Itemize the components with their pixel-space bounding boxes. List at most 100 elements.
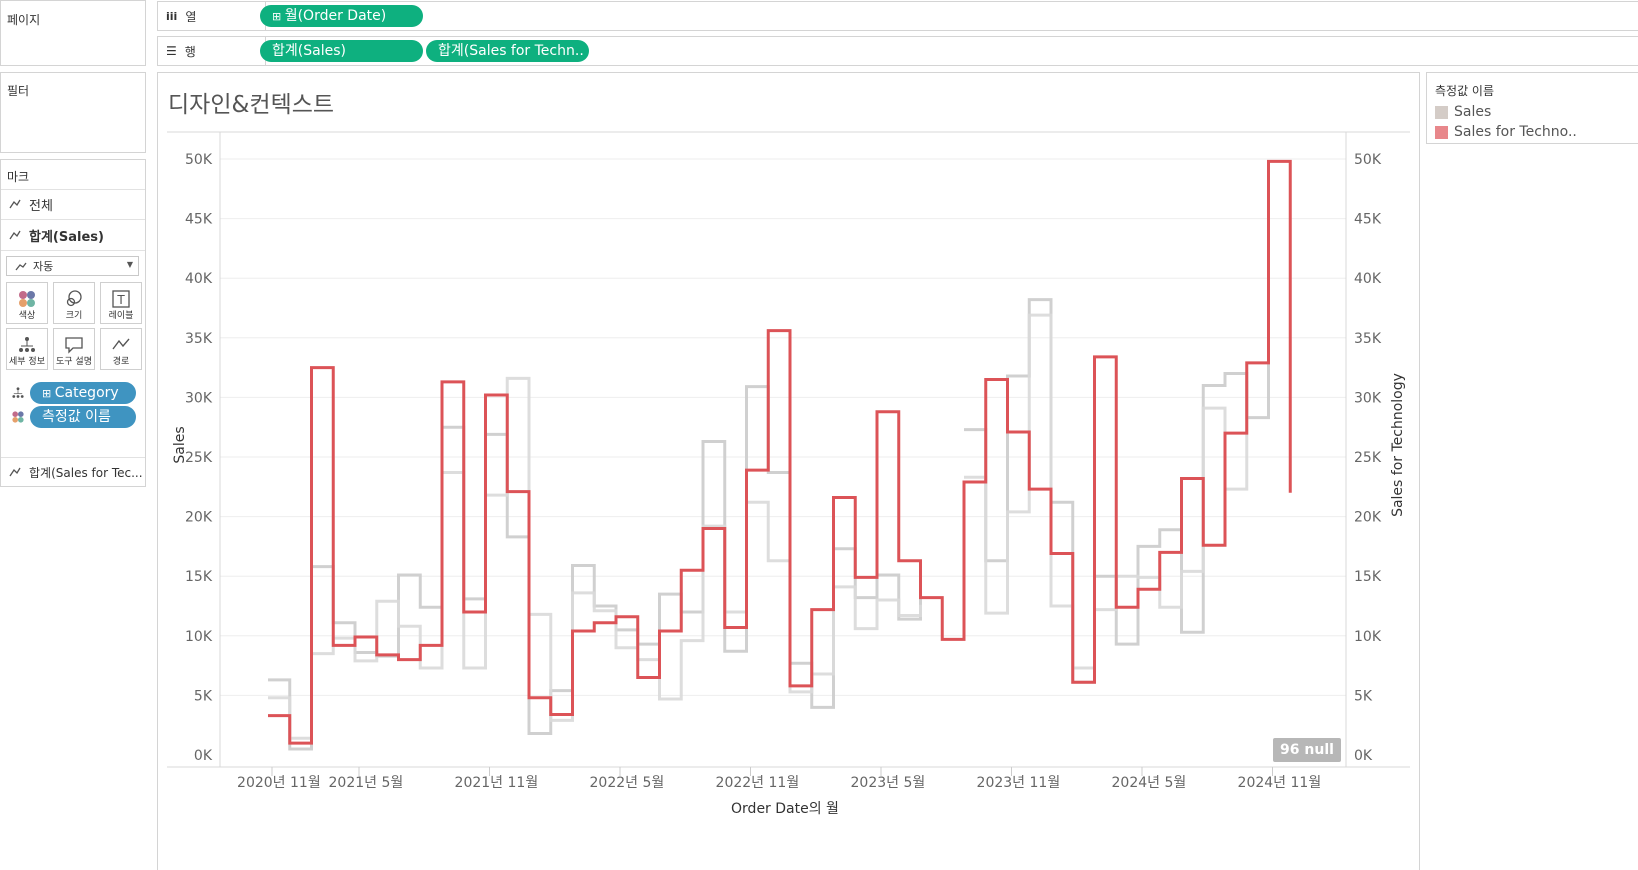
columns-pill-order-date[interactable]: ⊞ 월(Order Date) [260,5,423,27]
columns-icon: iii [166,9,178,23]
line-mark-icon [15,262,27,270]
null-indicator-text: 96 null [1280,742,1334,758]
x-tick-label: 2022년 11월 [716,775,800,791]
detail-tree-icon [12,387,24,398]
gridlines [220,158,1346,696]
expand-plus-icon: ⊞ [42,387,55,400]
y-axis-left-ticks: 0K 5K 10K 15K 20K 25K 30K 35K 40K 45K 50K [185,152,213,764]
legend-item-label: Sales [1454,104,1492,120]
y-tick-label: 45K [185,212,213,228]
expand-plus-icon: ⊞ [272,10,285,23]
rows-list-icon: ☰ [166,44,177,58]
rows-shelf-label-area: ☰ 행 [158,37,266,65]
detail-button-label: 세부 정보 [9,357,45,367]
detail-tree-icon [7,333,47,357]
x-tick-label: 2023년 11월 [977,775,1061,791]
y-tick-label: 30K [185,390,213,406]
category-pill-label: Category [54,385,119,401]
x-tick-label: 2022년 5월 [590,775,665,791]
y-tick-label-right: 5K [1354,688,1373,704]
x-axis-title: Order Date의 월 [731,801,839,817]
legend-item-sales[interactable]: Sales [1435,104,1491,120]
text-label-icon: T [101,287,141,311]
pages-panel[interactable]: 페이지 [0,0,146,66]
path-button-label: 경로 [112,357,130,367]
legend-item-sales-tech[interactable]: Sales for Techno.. [1435,124,1577,140]
size-button-label: 크기 [65,311,83,321]
y-axis-right-title: Sales for Technology [1390,373,1406,517]
x-axis-ticks: 2020년 11월 2021년 5월 2021년 11월 2022년 5월 2022년 … [237,767,1321,791]
series-line-sales-for-technology[interactable] [268,159,1292,745]
color-dots-icon [12,411,24,423]
marks-sales-tech-card[interactable]: 합계(Sales for Tec... [1,457,145,487]
detail-button[interactable]: 세부 정보 [6,328,48,370]
marks-sales-tech-label: 합계(Sales for Tec... [29,465,143,480]
x-tick-label: 2024년 11월 [1238,775,1322,791]
y-tick-label-right: 35K [1354,331,1382,347]
category-pill[interactable]: ⊞ Category [30,382,136,404]
marks-sales-card[interactable]: 합계(Sales) [1,220,145,250]
chart-series [268,159,1292,751]
null-indicator-badge[interactable]: 96 null [1273,738,1341,762]
y-tick-label: 20K [185,510,213,526]
y-tick-label: 50K [185,152,213,168]
measure-names-pill-label: 측정값 이름 [42,409,111,425]
legend-title: 측정값 이름 [1435,84,1495,98]
color-button-label: 색상 [18,311,36,321]
filters-title: 필터 [7,84,30,98]
pages-title: 페이지 [7,13,41,27]
y-tick-label-right: 40K [1354,271,1382,287]
mark-type-dropdown[interactable]: 자동 ▼ [6,256,139,276]
marks-title: 마크 [7,170,30,184]
path-button[interactable]: 경로 [100,328,142,370]
path-line-icon [101,333,141,357]
columns-shelf-label-area: iii 열 [158,2,266,30]
tooltip-button[interactable]: 도구 설명 [53,328,95,370]
x-tick-label: 2021년 5월 [329,775,404,791]
y-tick-label: 15K [185,569,213,585]
y-tick-label: 35K [185,331,213,347]
filters-panel[interactable]: 필터 [0,72,146,153]
y-tick-label-right: 50K [1354,152,1382,168]
x-tick-label: 2021년 11월 [455,775,539,791]
tooltip-button-label: 도구 설명 [56,357,92,367]
line-mark-icon [9,230,21,240]
legend-swatch [1435,125,1448,139]
y-tick-label-right: 45K [1354,212,1382,228]
label-button[interactable]: T 레이블 [100,282,142,324]
legend-swatch [1435,105,1448,119]
rows-shelf[interactable]: ☰ 행 합계(Sales) 합계(Sales for Techn.. [157,36,1638,66]
tooltip-bubble-icon [54,333,94,357]
series-line-sales-category[interactable] [268,313,1249,740]
rows-label: 행 [184,44,196,59]
size-icon [54,287,94,311]
columns-shelf[interactable]: iii 열 ⊞ 월(Order Date) [157,1,1638,31]
marks-all-card[interactable]: 전체 [1,189,145,219]
size-button[interactable]: 크기 [53,282,95,324]
svg-text:T: T [116,293,125,307]
x-tick-label: 2023년 5월 [851,775,926,791]
y-tick-label-right: 15K [1354,569,1382,585]
y-axis-right-ticks: 0K 5K 10K 15K 20K 25K 30K 35K 40K 45K 50K [1354,152,1382,764]
label-button-label: 레이블 [108,311,134,321]
color-button[interactable]: 색상 [6,282,48,324]
chevron-down-icon: ▼ [126,260,133,269]
legend-panel[interactable]: 측정값 이름 Sales Sales for Techno.. [1426,72,1638,144]
measure-names-pill[interactable]: 측정값 이름 [30,406,136,428]
line-mark-icon [9,199,21,209]
chart-area[interactable]: 0K 5K 10K 15K 20K 25K 30K 35K 40K 45K 50K 0K 5K 10K 1… [157,120,1420,870]
x-tick-label: 2020년 11월 [237,775,321,791]
columns-label: 열 [185,9,197,24]
columns-pill-label: 월(Order Date) [284,8,387,24]
marks-sales-label: 합계(Sales) [29,229,104,245]
category-detail-field[interactable]: ⊞ Category [1,382,147,404]
x-tick-label: 2024년 5월 [1112,775,1187,791]
legend-item-label: Sales for Techno.. [1454,124,1577,140]
rows-pill-sales-tech-label: 합계(Sales for Techn.. [438,43,584,59]
rows-pill-sales-tech[interactable]: 합계(Sales for Techn.. [426,40,589,62]
color-dots-icon [7,287,47,311]
marks-all-label: 전체 [29,198,53,214]
measure-names-color-field[interactable]: 측정값 이름 [1,406,147,428]
rows-pill-sales[interactable]: 합계(Sales) [260,40,423,62]
chart-frame [167,131,1410,768]
